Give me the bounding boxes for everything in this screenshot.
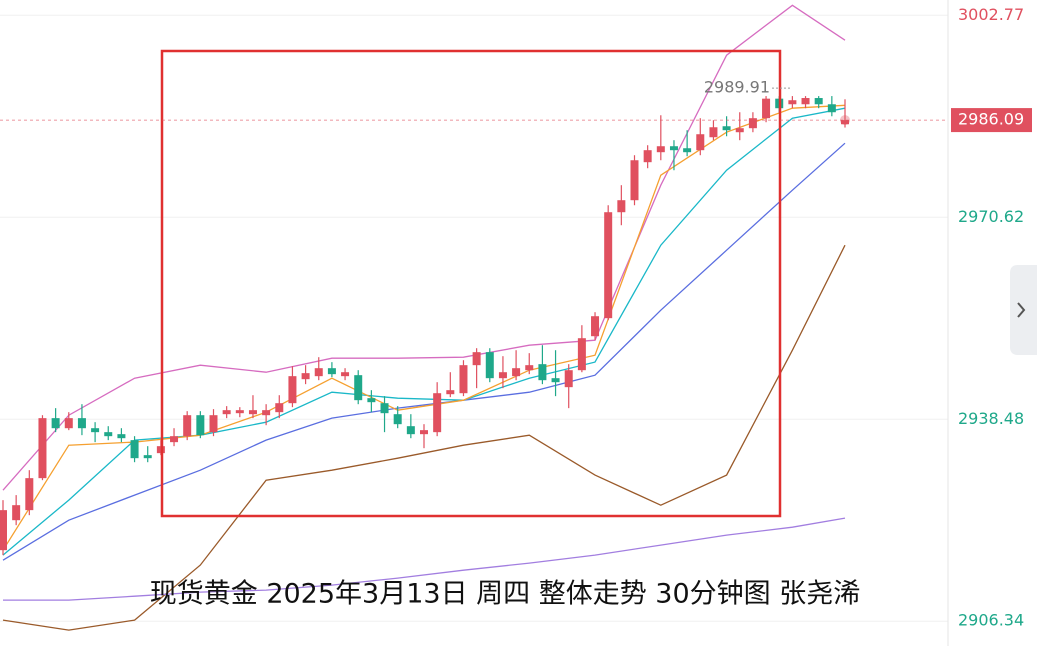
chart-title: 现货黄金 2025年3月13日 周四 整体走势 30分钟图 张尧浠 (150, 579, 861, 610)
candle-body (367, 398, 376, 403)
candle-body (406, 426, 415, 435)
y-tick-label: 2906.34 (958, 611, 1024, 630)
candle-body (170, 436, 179, 443)
candle-body (393, 414, 402, 425)
indicator-line (2, 4, 846, 491)
candle-body (735, 128, 744, 133)
candle-body (551, 378, 560, 383)
indicator-lines (2, 4, 846, 631)
expand-button[interactable] (1010, 265, 1037, 355)
candle-body (0, 510, 7, 551)
candle-body (604, 212, 613, 319)
candle-body (564, 370, 573, 388)
candle-body (683, 148, 692, 153)
candle-body (433, 393, 442, 433)
candle-body (577, 338, 586, 371)
high-marker-label: 2989.91 (704, 78, 770, 97)
last-price-dot (840, 115, 850, 126)
candle-body (130, 440, 139, 459)
expand-icon[interactable] (1017, 302, 1026, 318)
y-tick-label: 3002.77 (958, 5, 1024, 24)
candle-body (827, 104, 836, 113)
grid (0, 14, 948, 622)
indicator-line (2, 142, 846, 561)
candle-body (314, 368, 323, 377)
candle-body (841, 120, 849, 125)
y-tick-label: 2970.62 (958, 207, 1024, 226)
candle-body (762, 98, 771, 119)
y-axis: 2906.34 2938.48 2970.62 3002.77 (958, 5, 1024, 630)
candles (0, 96, 849, 556)
candle-body (498, 372, 507, 379)
candle-body (591, 316, 600, 337)
candle-body (235, 410, 244, 414)
highlight-box (160, 49, 782, 518)
candle-body (38, 418, 47, 479)
candle-body (275, 403, 284, 413)
candle-body (709, 127, 718, 138)
candle-body (538, 364, 547, 381)
candle-body (12, 505, 21, 521)
last-price-label: 2986.09 (958, 110, 1024, 129)
candle-body (354, 375, 363, 401)
candle-body (801, 98, 810, 105)
candle-body (722, 126, 731, 131)
candle-body (288, 376, 297, 404)
candle-body (262, 410, 271, 416)
y-tick-label: 2938.48 (958, 409, 1024, 428)
candle-body (630, 160, 639, 201)
candle-body (104, 432, 113, 437)
candle-body (341, 372, 350, 377)
candle-body (209, 415, 218, 433)
candle-body (420, 430, 428, 435)
candle-body (91, 428, 100, 433)
candle-body (512, 368, 521, 377)
candle-body (77, 418, 86, 429)
candle-body (117, 434, 126, 439)
candle-body (196, 415, 205, 436)
candle-body (472, 352, 481, 366)
candle-body (327, 368, 336, 375)
candle-body (656, 146, 665, 153)
candle-body (51, 418, 60, 429)
indicator-line (3, 517, 846, 601)
candle-body (696, 134, 705, 151)
candle-body (64, 418, 73, 429)
candle-body (748, 118, 757, 129)
indicator-line (2, 104, 846, 551)
indicator-line (2, 107, 846, 556)
candle-body (525, 365, 534, 371)
last-price-box (951, 108, 1032, 133)
indicator-line (2, 244, 846, 631)
candle-body (446, 390, 455, 395)
candle-body (380, 403, 389, 414)
overlay: 2986.09 2989.91 (0, 78, 1032, 133)
candle-body (459, 365, 468, 394)
candle-body (643, 150, 652, 163)
candle-body (617, 200, 626, 213)
candle-body (485, 352, 494, 379)
candle-body (143, 455, 152, 459)
candle-body (222, 410, 231, 415)
candle-body (788, 100, 797, 105)
candle-body (814, 98, 823, 105)
candle-body (25, 478, 34, 511)
candle-body (248, 410, 257, 415)
candle-body (301, 373, 310, 380)
candle-body (669, 146, 678, 151)
candle-body (183, 415, 192, 437)
